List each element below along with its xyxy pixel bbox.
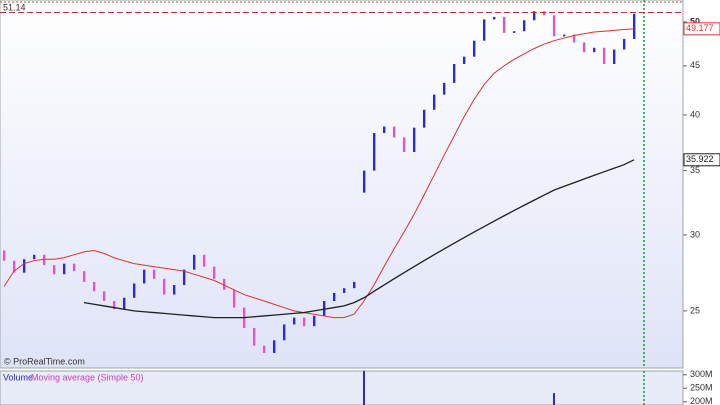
y-tick-label: 30 bbox=[690, 229, 700, 239]
price-bar bbox=[273, 340, 276, 353]
price-bar bbox=[623, 38, 626, 50]
price-bar bbox=[23, 259, 26, 273]
price-bar bbox=[223, 278, 226, 290]
y-tick-label: 45 bbox=[690, 60, 700, 70]
price-bar bbox=[203, 254, 206, 267]
watermark: © ProRealTime.com bbox=[4, 356, 85, 366]
price-bar bbox=[523, 20, 526, 32]
volume-bar bbox=[553, 393, 555, 405]
price-bar bbox=[303, 317, 306, 327]
price-bar bbox=[123, 297, 126, 310]
price-bar bbox=[363, 170, 366, 193]
price-bar bbox=[83, 271, 86, 282]
price-bar bbox=[143, 269, 146, 284]
y-tick-label: 250M bbox=[690, 383, 713, 393]
price-bar bbox=[373, 133, 376, 171]
price-bar bbox=[113, 301, 116, 310]
price-bar bbox=[343, 288, 346, 293]
price-bar bbox=[283, 324, 286, 341]
price-bar bbox=[413, 127, 416, 152]
price-bar bbox=[3, 250, 6, 261]
moving-average bbox=[83, 159, 635, 319]
price-bar bbox=[543, 11, 546, 16]
price-bar bbox=[573, 34, 576, 43]
price-tag: 35.922 bbox=[686, 154, 714, 164]
price-bar bbox=[173, 285, 176, 295]
volume-subtitle: Moving average (Simple 50) bbox=[31, 372, 144, 382]
price-bar bbox=[563, 34, 566, 37]
price-tag: 51.14 bbox=[3, 2, 26, 12]
price-bar bbox=[13, 260, 16, 273]
price-bar bbox=[553, 15, 556, 37]
price-bar bbox=[353, 281, 356, 289]
price-bar bbox=[233, 289, 236, 308]
y-tick-label: 25 bbox=[690, 305, 700, 315]
price-bar bbox=[503, 16, 506, 33]
price-bar bbox=[603, 47, 606, 65]
price-bar bbox=[333, 292, 336, 302]
price-bar bbox=[193, 254, 196, 270]
price-bar bbox=[63, 263, 66, 275]
price-bar bbox=[513, 31, 516, 33]
volume-title: Volume bbox=[3, 372, 33, 382]
price-bar bbox=[33, 254, 36, 260]
price-bar bbox=[463, 56, 466, 65]
price-bar bbox=[293, 317, 296, 325]
price-bar bbox=[263, 345, 266, 353]
price-bar bbox=[183, 269, 186, 286]
price-bar bbox=[633, 13, 636, 39]
price-bar bbox=[153, 269, 156, 279]
moving-average bbox=[3, 28, 635, 319]
y-tick-label: 40 bbox=[690, 109, 700, 119]
price-bar bbox=[253, 327, 256, 346]
price-bar bbox=[583, 42, 586, 53]
price-tag: 49.177 bbox=[686, 23, 714, 33]
price-bar bbox=[433, 94, 436, 110]
y-tick-label: 50 bbox=[690, 16, 700, 26]
price-bar bbox=[613, 49, 616, 65]
price-panel bbox=[0, 0, 684, 369]
price-bar bbox=[493, 16, 496, 20]
price-bar bbox=[73, 263, 76, 272]
price-bar bbox=[423, 109, 426, 128]
price-tag-box bbox=[683, 22, 720, 36]
price-bar bbox=[323, 301, 326, 316]
price-bar bbox=[383, 126, 386, 134]
price-bar bbox=[403, 137, 406, 152]
price-bar bbox=[453, 64, 456, 83]
y-tick-label: 300M bbox=[690, 369, 713, 379]
price-bar bbox=[593, 47, 596, 53]
y-tick-label: 35 bbox=[690, 165, 700, 175]
price-bar bbox=[43, 254, 46, 266]
price-bar bbox=[133, 283, 136, 298]
price-bar bbox=[483, 19, 486, 41]
price-bar bbox=[93, 281, 96, 292]
price-bar bbox=[443, 82, 446, 95]
price-bar bbox=[533, 11, 536, 21]
volume-bar bbox=[363, 371, 365, 405]
price-bar bbox=[393, 126, 396, 138]
price-bar bbox=[103, 291, 106, 302]
y-tick-label: 200M bbox=[690, 396, 713, 405]
price-bar bbox=[53, 265, 56, 275]
price-bar bbox=[473, 40, 476, 57]
price-bar bbox=[313, 315, 316, 327]
price-bar bbox=[213, 266, 216, 279]
price-tag-box bbox=[683, 153, 720, 167]
price-bar bbox=[163, 278, 166, 295]
